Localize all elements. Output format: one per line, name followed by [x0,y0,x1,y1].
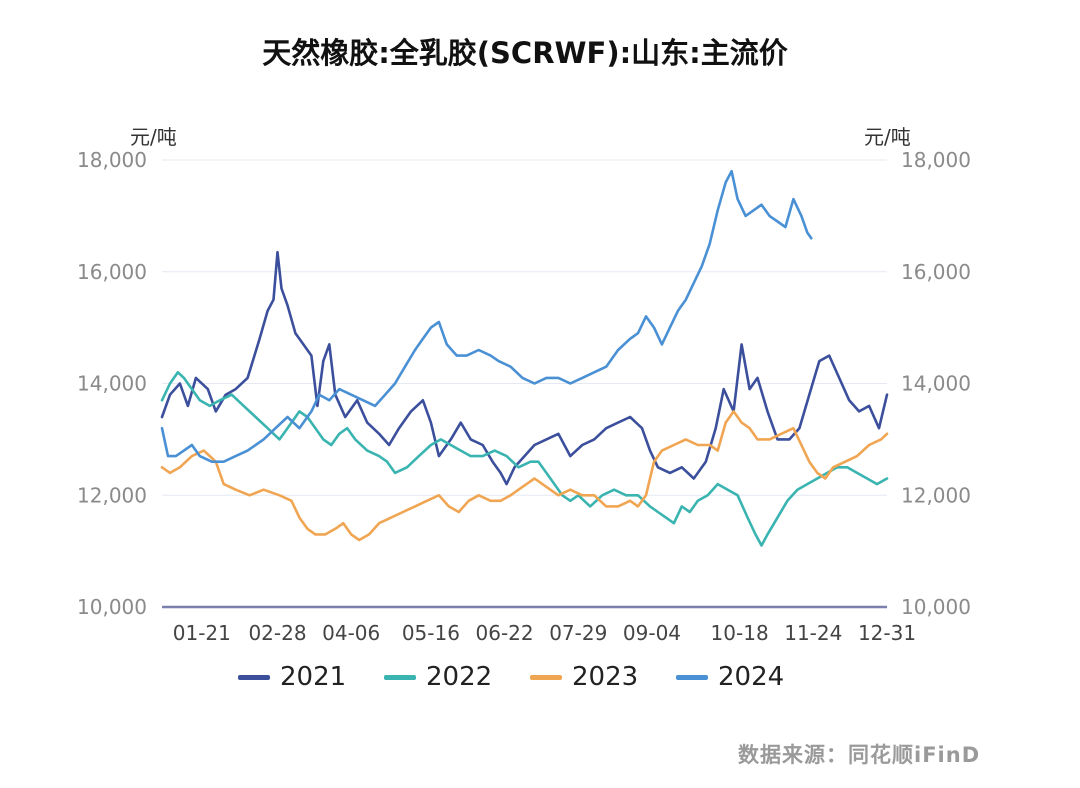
x-axis: 01-21 02-28 04-06 05-16 06-22 07-29 09-04 10-18… [173,621,916,645]
y-tick-label-right: 14,000 [901,372,971,396]
y-tick-label-left: 14,000 [77,372,147,396]
legend-swatch [530,674,562,680]
y-tick-label-left: 16,000 [77,260,147,284]
y-tick-label-left: 12,000 [77,483,147,507]
legend-item-2024[interactable]: 2024 [676,660,784,694]
x-tick-label: 11-24 [784,621,842,645]
y-tick-label-right: 18,000 [901,148,971,172]
legend-label: 2022 [426,662,493,692]
data-source: 数据来源：同花顺iFinD [738,743,981,767]
chart-title: 天然橡胶:全乳胶(SCRWF):山东:主流价 [262,36,788,70]
y-tick-label-right: 10,000 [901,595,971,619]
x-tick-label: 05-16 [402,621,460,645]
y-axis-right: 10,000 12,000 14,000 16,000 18,000 [901,148,971,619]
y-axis-left: 10,000 12,000 14,000 16,000 18,000 [77,148,147,619]
legend-item-2023[interactable]: 2023 [530,660,638,694]
series-line-2022 [160,371,889,547]
x-tick-label: 09-04 [623,621,681,645]
gridlines [162,159,887,609]
x-tick-label: 12-31 [858,621,916,645]
legend-swatch [676,674,708,680]
legend-label: 2023 [572,662,639,692]
legend-label: 2024 [718,662,785,692]
legend: 2021 2022 2023 2024 [0,660,1080,694]
y-tick-label-right: 16,000 [901,260,971,284]
left-axis-unit: 元/吨 [130,125,177,149]
series-line-2024 [160,169,813,463]
x-tick-label: 01-21 [173,621,231,645]
x-tick-label: 10-18 [711,621,769,645]
legend-item-2022[interactable]: 2022 [384,660,492,694]
x-tick-label: 02-28 [248,621,306,645]
legend-label: 2021 [280,662,347,692]
legend-swatch [384,674,416,680]
y-tick-label-left: 10,000 [77,595,147,619]
y-tick-label-right: 12,000 [901,483,971,507]
x-tick-label: 06-22 [476,621,534,645]
legend-item-2021[interactable]: 2021 [238,660,346,694]
series-line-2023 [160,410,889,542]
x-tick-label: 04-06 [322,621,380,645]
right-axis-unit: 元/吨 [864,125,911,149]
series-line-2021 [160,250,889,486]
y-tick-label-left: 18,000 [77,148,147,172]
series-lines [160,169,889,547]
legend-swatch [238,674,270,680]
x-tick-label: 07-29 [549,621,607,645]
